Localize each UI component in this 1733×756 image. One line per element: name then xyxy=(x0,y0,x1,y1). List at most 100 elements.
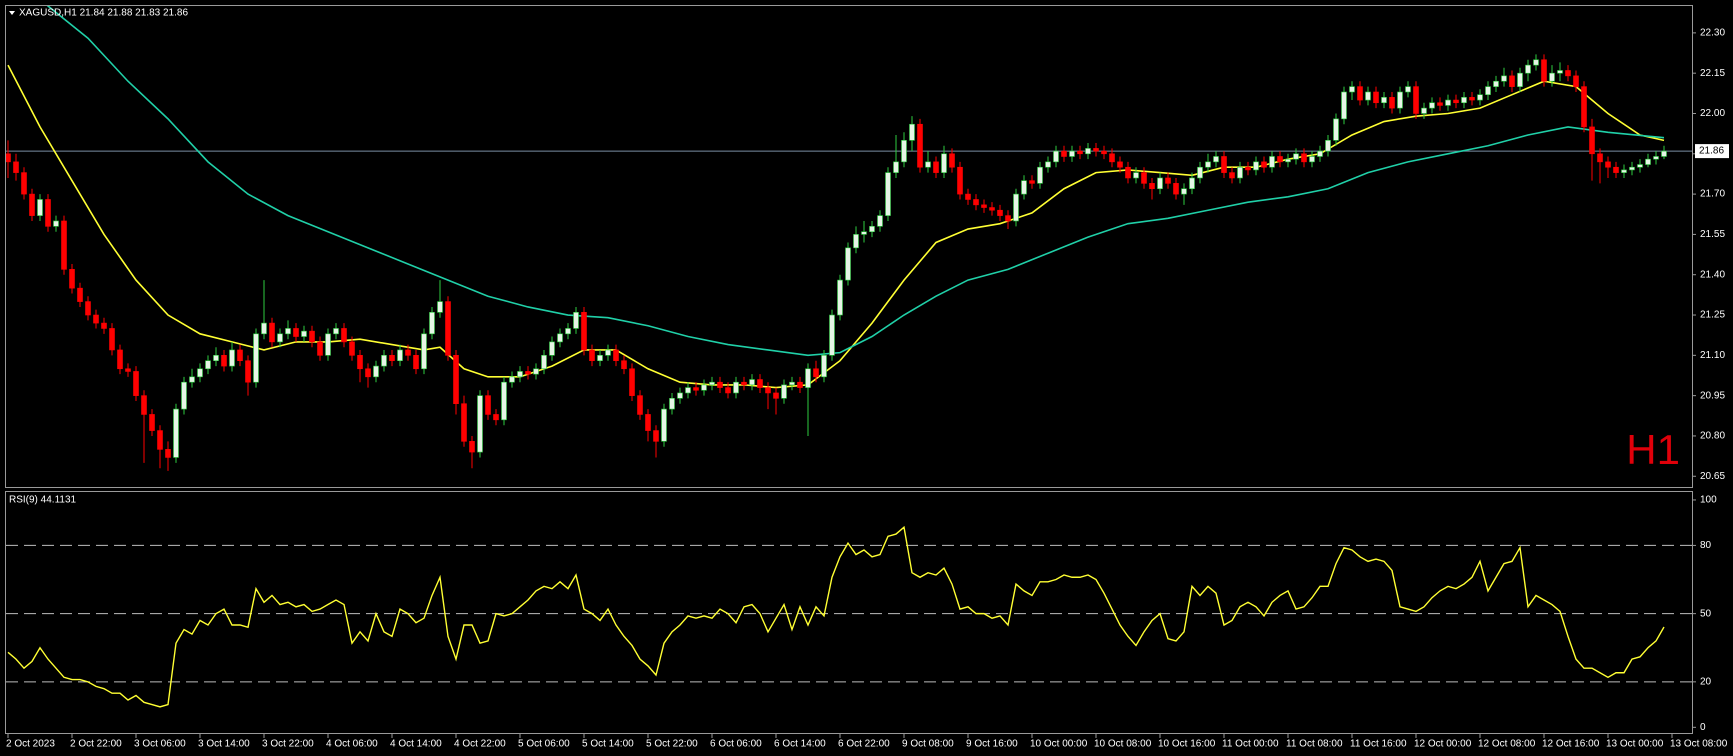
candle-body xyxy=(277,333,283,343)
candle-body xyxy=(1405,86,1411,93)
candle-body xyxy=(1173,183,1179,195)
candle-body xyxy=(1181,188,1187,195)
candle-body xyxy=(701,384,707,391)
candle-body xyxy=(1005,215,1011,222)
candle-body xyxy=(493,414,499,421)
candle-body xyxy=(349,341,355,356)
candle-body xyxy=(1365,91,1371,101)
candle-body xyxy=(1645,158,1651,165)
candle-body xyxy=(61,220,67,270)
candle-body xyxy=(1485,86,1491,95)
candle-body xyxy=(637,395,643,415)
y-tick-label: 20 xyxy=(1700,676,1712,687)
y-tick-label: 21.10 xyxy=(1700,350,1725,361)
candle-body xyxy=(805,368,811,388)
candle-body xyxy=(1445,99,1451,106)
x-tick-label: 4 Oct 22:00 xyxy=(454,739,506,750)
candle-body xyxy=(1517,72,1523,87)
candle-body xyxy=(837,279,843,316)
candle-body xyxy=(869,226,875,233)
rsi-title: RSI(9) 44.1131 xyxy=(9,495,77,506)
x-tick-label: 10 Oct 08:00 xyxy=(1094,739,1152,750)
candle-body xyxy=(1293,153,1299,160)
bid-price-box xyxy=(1695,144,1729,159)
candle-body xyxy=(517,371,523,378)
x-tick-label: 3 Oct 22:00 xyxy=(262,739,314,750)
candle-body xyxy=(653,430,659,442)
y-tick-label: 20.80 xyxy=(1700,431,1725,442)
candle-body xyxy=(621,360,627,370)
candle-body xyxy=(485,395,491,415)
bid-price-label: 21.86 xyxy=(1699,146,1724,157)
candle-body xyxy=(213,355,219,362)
candle-body xyxy=(205,360,211,370)
candle-body xyxy=(1133,172,1139,179)
candle-body xyxy=(1509,75,1515,87)
candle-body xyxy=(1325,140,1331,152)
x-tick-label: 3 Oct 14:00 xyxy=(198,739,250,750)
y-tick-label: 21.55 xyxy=(1700,229,1725,240)
candle-body xyxy=(1549,72,1555,82)
rsi-line xyxy=(7,525,1665,708)
candle-body xyxy=(741,381,747,386)
candle-body xyxy=(1661,150,1667,157)
x-tick-label: 13 Oct 00:00 xyxy=(1606,739,1664,750)
candle-body xyxy=(933,161,939,173)
candle-body xyxy=(397,349,403,362)
candle-body xyxy=(1205,161,1211,168)
candle-body xyxy=(1381,97,1387,104)
candle-body xyxy=(285,328,291,335)
candle-body xyxy=(1629,166,1635,171)
candle-body xyxy=(989,207,995,211)
candle-body xyxy=(237,349,243,362)
candle-body xyxy=(229,349,235,367)
candle-body xyxy=(365,368,371,378)
candle-body xyxy=(1573,75,1579,87)
candle-body xyxy=(77,287,83,302)
candle-body xyxy=(1413,86,1419,114)
candle-body xyxy=(1317,150,1323,157)
candle-body xyxy=(1389,97,1395,109)
candle-body xyxy=(693,387,699,391)
candle-body xyxy=(789,381,795,386)
candle-body xyxy=(149,414,155,431)
x-tick-label: 4 Oct 06:00 xyxy=(326,739,378,750)
candle-body xyxy=(925,161,931,168)
candle-body xyxy=(405,349,411,356)
candle-body xyxy=(189,376,195,383)
y-tick-label: 22.30 xyxy=(1700,28,1725,39)
candle-body xyxy=(1357,86,1363,101)
y-tick-label: 50 xyxy=(1700,608,1712,619)
candle-body xyxy=(37,199,43,216)
candle-body xyxy=(1301,153,1307,163)
axis-layer: 22.3022.1522.0021.8521.7021.5521.4021.25… xyxy=(6,28,1729,750)
candle-body xyxy=(1557,70,1563,74)
candle-body xyxy=(949,153,955,168)
candle-body xyxy=(717,381,723,388)
candle-body xyxy=(341,328,347,343)
candle-body xyxy=(1253,161,1259,171)
candle-body xyxy=(1637,164,1643,168)
candle-body xyxy=(1373,91,1379,104)
candle-body xyxy=(605,349,611,356)
candle-body xyxy=(1597,153,1603,163)
candle-body xyxy=(533,368,539,375)
y-tick-label: 22.00 xyxy=(1700,108,1725,119)
candle-body xyxy=(629,368,635,396)
candle-body xyxy=(541,355,547,370)
candle-body xyxy=(917,123,923,168)
candle-body xyxy=(757,379,763,388)
candle-body xyxy=(1069,150,1075,157)
x-tick-label: 5 Oct 22:00 xyxy=(646,739,698,750)
candle-body xyxy=(1533,59,1539,66)
candle-body xyxy=(1613,166,1619,173)
y-tick-label: 21.25 xyxy=(1700,310,1725,321)
candle-body xyxy=(1477,94,1483,101)
candle-body xyxy=(1285,158,1291,163)
candle-body xyxy=(21,172,27,195)
candle-body xyxy=(13,161,19,173)
candle-body xyxy=(1053,150,1059,163)
candle-body xyxy=(1165,177,1171,184)
